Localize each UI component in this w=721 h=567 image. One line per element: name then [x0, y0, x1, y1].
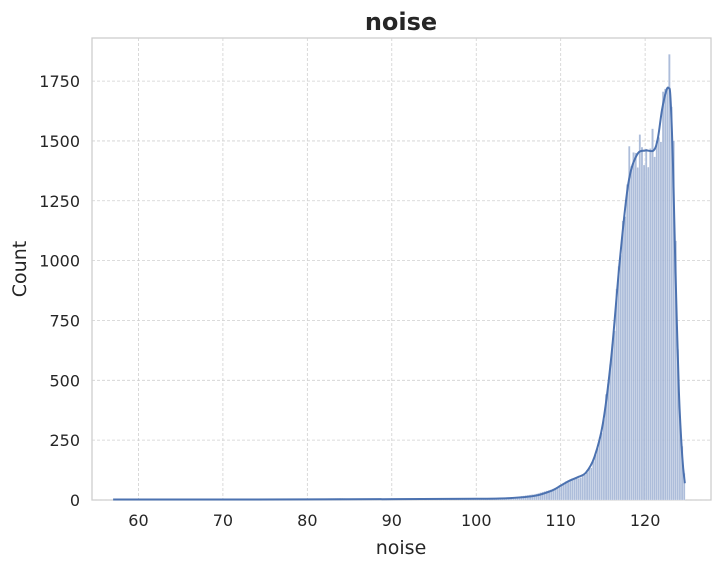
histogram-bar: [628, 145, 631, 501]
histogram-bar: [596, 448, 599, 501]
histogram-bar: [613, 330, 616, 501]
histogram-bar: [645, 148, 648, 501]
histogram-bar: [638, 134, 642, 501]
histogram-bar: [583, 474, 587, 501]
x-tick-label: 110: [545, 511, 576, 530]
histogram-bar: [575, 477, 578, 501]
histogram-bar: [594, 454, 597, 501]
x-tick-label: 70: [213, 511, 233, 530]
histogram-bar: [592, 461, 595, 501]
histogram-bar: [569, 479, 572, 501]
histogram-bar: [642, 164, 646, 501]
histogram-bar: [619, 254, 623, 501]
y-tick-label: 1750: [39, 72, 80, 91]
histogram-bar: [636, 167, 639, 501]
x-tick-label: 120: [630, 511, 661, 530]
x-tick-label: 80: [297, 511, 317, 530]
histogram-bar: [566, 481, 570, 501]
x-axis-label: noise: [376, 537, 427, 559]
y-tick-label: 500: [49, 371, 80, 390]
y-tick-label: 1250: [39, 192, 80, 211]
histogram-bar: [607, 383, 610, 501]
histogram-bar: [653, 156, 656, 501]
x-tick-label: 100: [461, 511, 492, 530]
y-tick-label: 0: [70, 491, 80, 510]
histogram-bar: [655, 140, 658, 501]
histogram-bar: [590, 467, 593, 501]
histogram-bar: [602, 419, 606, 501]
histogram-bar: [573, 478, 576, 501]
y-tick-label: 1500: [39, 132, 80, 151]
y-axis-ticks: 0 250 500 750 1000 1250 1500 1750: [39, 72, 80, 510]
histogram-bar: [562, 483, 566, 501]
histogram-bar: [598, 436, 601, 501]
histogram-bar: [666, 87, 669, 501]
histogram-bar: [600, 432, 604, 501]
histogram-bar: [617, 266, 620, 501]
histogram-bar: [661, 91, 665, 501]
histogram-bar: [623, 216, 627, 501]
y-tick-label: 1000: [39, 252, 80, 271]
histogram-bar: [615, 288, 618, 501]
y-axis-label: Count: [9, 241, 31, 297]
histogram-bar: [668, 54, 671, 501]
x-tick-label: 90: [382, 511, 402, 530]
histogram-bar: [651, 128, 654, 501]
histogram-bar: [609, 364, 612, 501]
kde-line: [113, 86, 686, 501]
histogram-bar: [649, 148, 652, 501]
histogram-bar: [626, 184, 629, 501]
histogram-bar: [558, 485, 561, 501]
histogram-bar: [571, 478, 574, 501]
y-tick-label: 250: [49, 431, 80, 450]
histogram-bar: [581, 474, 585, 501]
histogram-bar: [579, 477, 582, 501]
histogram-bar: [632, 152, 635, 501]
histogram-bar: [611, 343, 614, 501]
histogram-bar: [577, 478, 580, 501]
histogram-bar: [588, 468, 591, 501]
chart-title: noise: [365, 8, 437, 36]
histogram-bar: [657, 137, 661, 501]
histogram-bar: [647, 166, 650, 501]
histogram-bar: [640, 146, 644, 501]
histogram-bar: [585, 472, 589, 501]
histogram-bar: [634, 152, 637, 501]
x-axis-ticks: 60 70 80 90 100 110 120: [128, 511, 660, 530]
histogram-bar: [560, 484, 563, 501]
histogram-bar: [621, 220, 625, 501]
x-tick-label: 60: [128, 511, 148, 530]
histogram-bar: [659, 141, 663, 501]
y-tick-label: 750: [49, 311, 80, 330]
histogram-bar: [630, 165, 633, 501]
histogram-bar: [564, 481, 568, 501]
histogram-bar: [664, 88, 667, 501]
